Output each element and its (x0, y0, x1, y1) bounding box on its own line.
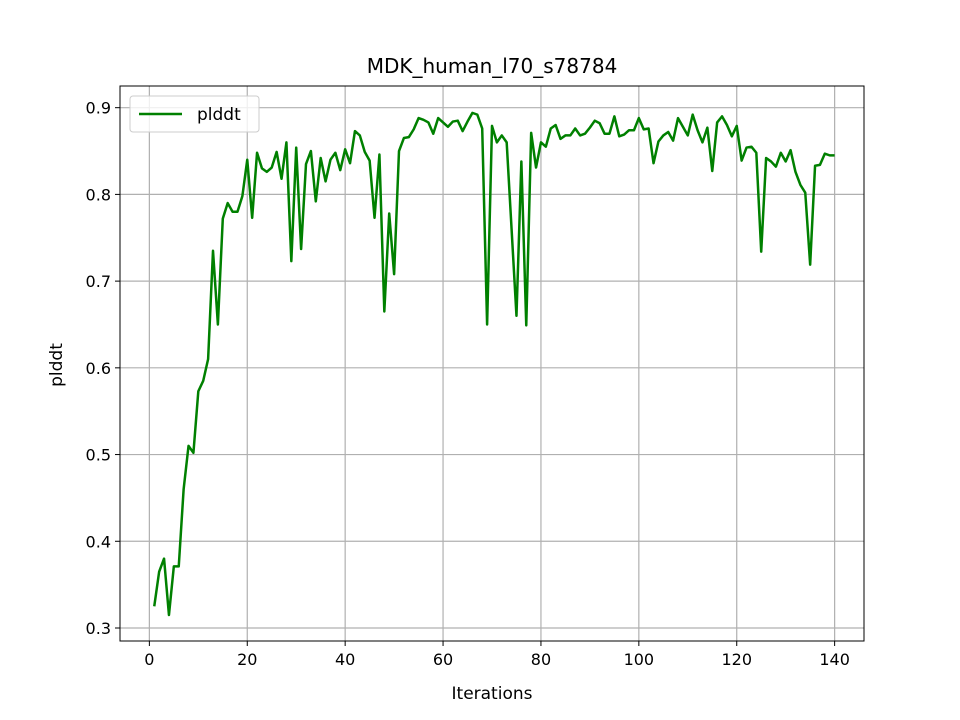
legend-label-plddt: plddt (197, 105, 241, 125)
y-tick-label: 0.5 (86, 446, 111, 465)
y-tick-label: 0.4 (86, 532, 111, 551)
legend: plddt (129, 95, 260, 133)
y-axis-label: plddt (47, 343, 67, 387)
x-tick-label: 80 (531, 650, 551, 669)
x-tick-label: 20 (237, 650, 257, 669)
x-tick-label: 100 (624, 650, 655, 669)
x-axis-label: Iterations (452, 684, 533, 704)
y-tick-label: 0.3 (86, 619, 111, 638)
y-tick-label: 0.8 (86, 185, 111, 204)
x-tick-label: 60 (433, 650, 453, 669)
plot-area-frame (119, 85, 865, 642)
series-line-plddt (153, 111, 835, 617)
series-layer (153, 111, 835, 617)
x-tick-label: 120 (721, 650, 752, 669)
grid-lines (120, 86, 864, 641)
legend-box (129, 95, 260, 133)
chart-title: MDK_human_l70_s78784 (367, 54, 618, 78)
x-tick-label: 40 (335, 650, 355, 669)
y-tick-label: 0.9 (86, 99, 111, 118)
x-tick-label: 0 (144, 650, 154, 669)
axis-ticks: 0 20 40 60 80 100 120 140 0.3 0.4 0.5 0.6 0.7 0.8 0.9 (86, 99, 850, 669)
y-tick-label: 0.7 (86, 272, 111, 291)
y-tick-label: 0.6 (86, 359, 111, 378)
x-tick-label: 140 (819, 650, 850, 669)
